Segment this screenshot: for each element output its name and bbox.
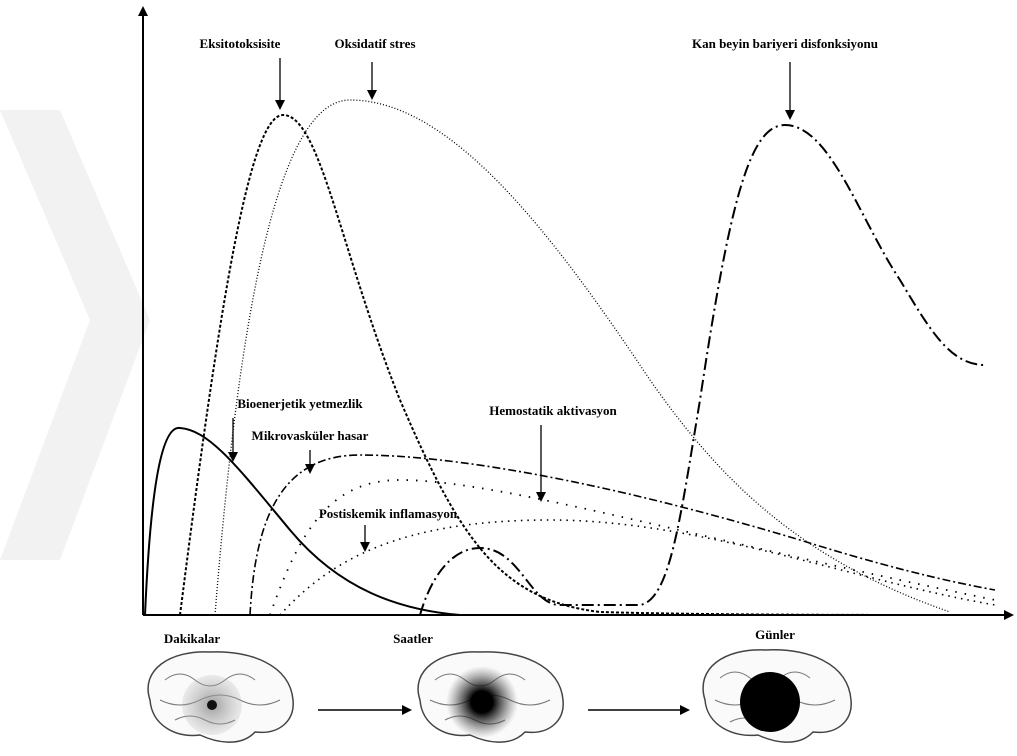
curve-label: Hemostatik aktivasyon — [489, 403, 617, 418]
curve-label: Eksitotoksisite — [200, 36, 281, 51]
brain-minutes — [148, 652, 293, 742]
time-label: Günler — [755, 627, 795, 642]
time-label: Saatler — [393, 631, 433, 646]
brain-hours — [418, 652, 563, 742]
curve-bioenergetic — [145, 428, 460, 615]
curve-label: Kan beyin bariyeri disfonksiyonu — [692, 36, 878, 51]
curve-hemostatic — [250, 455, 995, 615]
curve-label: Mikrovasküler hasar — [252, 428, 369, 443]
curve-label: Postiskemik inflamasyon — [319, 506, 458, 521]
curve-microvascular — [270, 480, 995, 615]
brain-days — [703, 650, 851, 742]
curve-label: Bioenerjetik yetmezlik — [237, 396, 363, 411]
label-arrows — [233, 58, 790, 550]
curve-bbb — [420, 125, 985, 615]
watermark — [0, 110, 150, 560]
curve-excitotoxicity — [180, 115, 960, 615]
diagram: Eksitotoksisite Oksidatif stres Kan beyi… — [0, 0, 1017, 756]
curve-label: Oksidatif stres — [334, 36, 415, 51]
curve-inflammation — [280, 520, 995, 615]
time-label: Dakikalar — [164, 631, 221, 646]
